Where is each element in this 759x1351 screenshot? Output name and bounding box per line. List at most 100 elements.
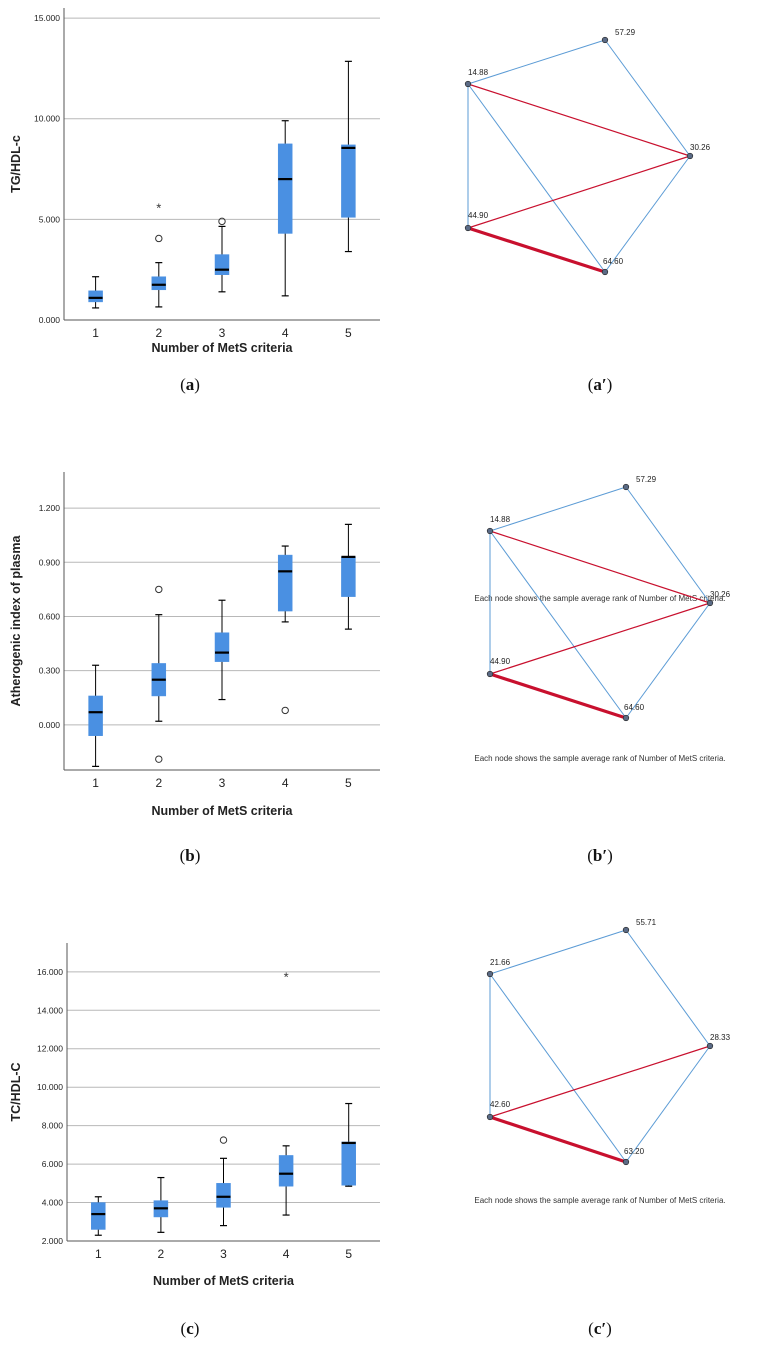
x-tick-label: 3 bbox=[219, 326, 226, 340]
node-rank-label: 14.88 bbox=[468, 68, 489, 77]
boxplot-panel-b: 0.000 0.300 0.600 0.900 1.200 1 2 3 4 5 Atherogeni… bbox=[9, 472, 380, 865]
y-axis-title: Atherogenic index of plasma bbox=[9, 535, 23, 707]
edge-nonsignificant bbox=[604, 155, 691, 273]
x-tick-label: 1 bbox=[92, 776, 99, 790]
edge-nonsignificant bbox=[625, 929, 711, 1047]
node bbox=[622, 926, 630, 934]
node-rank-label: 42.60 bbox=[490, 1100, 511, 1109]
network-panel-0: 14.88 57.29 30.26 64.60 44.90 Each node shows… bbox=[464, 28, 726, 603]
node-rank-label: 55.71 bbox=[636, 918, 657, 927]
edge-nonsignificant bbox=[625, 1045, 711, 1163]
box-category-1 bbox=[88, 695, 103, 736]
network-panel-2: 21.66 55.71 28.33 63.20 42.60 Each node shows… bbox=[474, 918, 730, 1338]
node-rank-label: 44.90 bbox=[468, 211, 489, 220]
boxplot-panel-c: 2.000 4.000 6.000 8.000 10.000 12.000 14.000 16… bbox=[9, 943, 380, 1338]
box-category-4 bbox=[278, 1155, 294, 1187]
boxplot-panel-a: 0.000 5.000 10.000 15.000 1 2 3 4 5 * TG/HDL-c Numb… bbox=[9, 8, 380, 394]
y-tick-label: 12.000 bbox=[37, 1044, 63, 1054]
edge-significant bbox=[489, 530, 711, 604]
edge-nonsignificant bbox=[467, 39, 606, 85]
edge-significant bbox=[467, 155, 691, 229]
edge-significant bbox=[489, 1045, 711, 1118]
x-tick-label: 2 bbox=[155, 776, 162, 790]
y-tick-label: 0.600 bbox=[39, 611, 61, 621]
node-rank-label: 30.26 bbox=[690, 143, 711, 152]
node-rank-label: 57.29 bbox=[615, 28, 636, 37]
node bbox=[486, 527, 494, 535]
node bbox=[622, 483, 630, 491]
box-category-5 bbox=[341, 144, 356, 218]
x-tick-label: 5 bbox=[345, 1247, 352, 1261]
node bbox=[706, 1042, 714, 1050]
box-category-4 bbox=[277, 554, 293, 612]
x-axis-title: Number of MetS criteria bbox=[151, 341, 293, 355]
box-category-1 bbox=[91, 1202, 106, 1230]
box-category-3 bbox=[214, 632, 230, 662]
y-axis-title: TG/HDL-c bbox=[9, 135, 23, 193]
node-rank-label: 63.20 bbox=[624, 1147, 645, 1156]
node bbox=[622, 1158, 630, 1166]
y-tick-label: 0.900 bbox=[39, 557, 61, 567]
edge-nonsignificant bbox=[489, 530, 627, 719]
node bbox=[464, 80, 472, 88]
edge-significant bbox=[467, 83, 691, 157]
y-tick-label: 10.000 bbox=[34, 114, 60, 124]
y-tick-label: 4.000 bbox=[42, 1198, 64, 1208]
edge-nonsignificant bbox=[625, 602, 711, 719]
node-rank-label: 64.60 bbox=[603, 257, 624, 266]
box-category-4 bbox=[277, 143, 293, 234]
node-rank-label: 44.90 bbox=[490, 657, 511, 666]
edge-significant-strong bbox=[467, 226, 606, 274]
y-tick-label: 16.000 bbox=[37, 967, 63, 977]
y-tick-label: 8.000 bbox=[42, 1121, 64, 1131]
node bbox=[622, 714, 630, 722]
panel-caption: (c) bbox=[181, 1319, 200, 1338]
y-tick-label: 0.000 bbox=[39, 315, 61, 325]
x-axis-title: Number of MetS criteria bbox=[151, 804, 293, 818]
network-footnote: Each node shows the sample average rank … bbox=[474, 594, 725, 603]
node bbox=[601, 268, 609, 276]
x-tick-label: 1 bbox=[92, 326, 99, 340]
node bbox=[601, 36, 609, 44]
box-category-1 bbox=[88, 290, 103, 303]
y-tick-label: 2.000 bbox=[42, 1236, 64, 1246]
x-tick-label: 5 bbox=[345, 776, 352, 790]
x-tick-label: 4 bbox=[282, 776, 289, 790]
edge-significant-strong bbox=[489, 1115, 627, 1164]
y-axis-title: TC/HDL-C bbox=[9, 1062, 23, 1121]
box-category-3 bbox=[216, 1183, 231, 1208]
node-rank-label: 57.29 bbox=[636, 475, 657, 484]
y-tick-label: 15.000 bbox=[34, 13, 60, 23]
edge-nonsignificant bbox=[604, 39, 691, 157]
x-tick-label: 5 bbox=[345, 326, 352, 340]
box-category-5 bbox=[341, 556, 356, 597]
edge-significant-strong bbox=[489, 672, 627, 720]
node-rank-label: 28.33 bbox=[710, 1033, 731, 1042]
panel-caption: (b′) bbox=[587, 846, 613, 865]
node-rank-label: 21.66 bbox=[490, 958, 511, 967]
x-tick-label: 2 bbox=[155, 326, 162, 340]
y-tick-label: 14.000 bbox=[37, 1005, 63, 1015]
y-tick-label: 0.300 bbox=[39, 666, 61, 676]
node-rank-label: 64.60 bbox=[624, 703, 645, 712]
edge-nonsignificant bbox=[467, 83, 606, 273]
outlier-circle bbox=[218, 217, 226, 226]
network-footnote: Each node shows the sample average rank … bbox=[474, 1196, 725, 1205]
y-tick-label: 0.000 bbox=[39, 720, 61, 730]
panel-caption: (a′) bbox=[588, 375, 613, 394]
x-tick-label: 4 bbox=[282, 326, 289, 340]
outlier-circle bbox=[155, 755, 163, 763]
edge-nonsignificant bbox=[489, 929, 627, 975]
network-panel-1: 14.88 57.29 30.26 64.60 44.90 Each node shows… bbox=[474, 475, 730, 865]
x-tick-label: 3 bbox=[219, 776, 226, 790]
node bbox=[464, 224, 472, 232]
node bbox=[706, 599, 714, 607]
panel-caption: (b) bbox=[180, 846, 201, 865]
edge-nonsignificant bbox=[489, 973, 627, 1163]
x-axis-title: Number of MetS criteria bbox=[153, 1274, 295, 1288]
outlier-circle bbox=[281, 706, 289, 715]
edge-nonsignificant bbox=[625, 486, 711, 604]
outlier-circle bbox=[155, 585, 163, 594]
x-tick-label: 2 bbox=[158, 1247, 165, 1261]
